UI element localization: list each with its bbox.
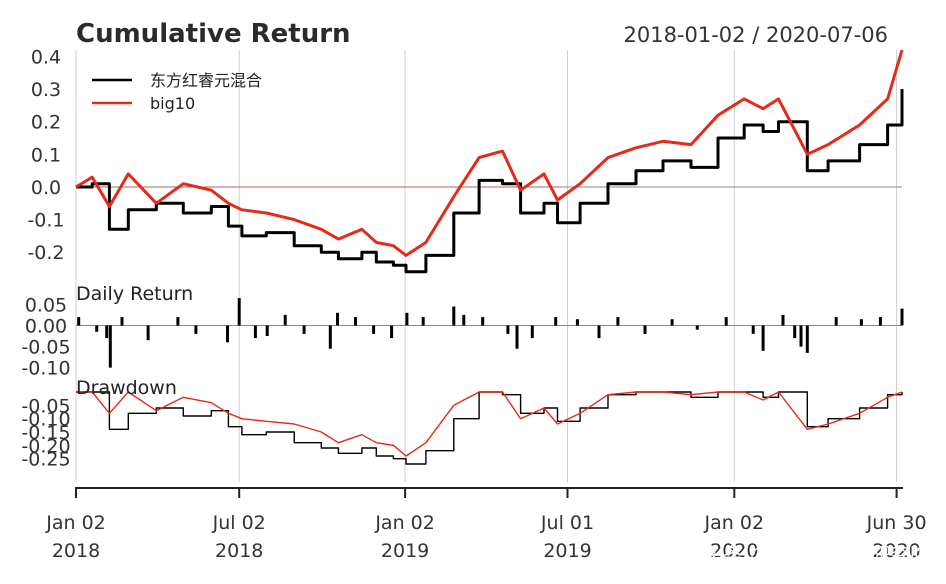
- legend-label-big10: big10: [150, 94, 195, 113]
- daily-return-bar: [194, 325, 198, 334]
- daily-return-bar: [900, 308, 904, 326]
- x-tick-label-5: Jun 30: [866, 512, 927, 534]
- daily-return-bar: [120, 317, 124, 326]
- chart-text: Cumulative Return 2018-01-02 / 2020-07-0…: [21, 19, 926, 562]
- x-tick-label-0: Jan 02: [45, 512, 106, 534]
- drawdown-y-tick-label: -0.05: [21, 395, 70, 417]
- x-tick-label-2: Jan 02: [374, 512, 435, 534]
- daily-return-bar: [354, 317, 357, 326]
- daily-return-bar: [226, 325, 229, 343]
- daily-return-bar: [108, 325, 112, 368]
- daily-return-bar: [793, 325, 797, 339]
- legend-label-fund: 东方红睿元混合: [150, 71, 262, 90]
- daily-return-bar: [77, 317, 81, 326]
- drawdown-series-line-1: [76, 391, 903, 457]
- drawdown-title: Drawdown: [76, 377, 177, 399]
- daily-return-bar: [176, 317, 180, 326]
- daily-return-bar: [695, 325, 699, 330]
- daily-return-bar: [643, 325, 647, 334]
- daily-return-bar: [859, 319, 863, 326]
- daily-y-tick-label: 0.00: [25, 316, 67, 338]
- daily-return-bar: [462, 314, 466, 326]
- daily-y-tick-label: -0.10: [21, 358, 70, 380]
- drawdown-y-tick-label: -0.15: [21, 422, 70, 444]
- daily-return-bar: [481, 317, 485, 326]
- grid-lines: [75, 50, 902, 498]
- cumulative-y-tick-label: -0.2: [27, 242, 64, 264]
- daily-return-bar: [515, 325, 519, 349]
- x-tick-label-1: Jul 02: [212, 512, 266, 534]
- daily-return-title: Daily Return: [76, 283, 193, 305]
- watermark: 头条 @猫头鹰基金研究院: [704, 543, 930, 567]
- daily-return-bar: [405, 312, 409, 326]
- cumulative-y-tick-label: 0.0: [31, 177, 61, 199]
- cumulative-y-tick-label: 0.2: [31, 112, 61, 134]
- daily-return-bar: [805, 325, 809, 353]
- daily-y-tick-label: 0.05: [25, 294, 67, 316]
- daily-return-bar: [878, 317, 882, 326]
- daily-return-bar: [372, 325, 376, 334]
- daily-return-bar: [336, 312, 339, 326]
- x-tick-year-1: 2018: [215, 540, 263, 562]
- cumulative-y-tick-label: 0.4: [31, 47, 61, 69]
- drawdown-y-tick-label: -0.20: [21, 435, 70, 457]
- watermark-text: 头条 @猫头鹰基金研究院: [704, 543, 930, 567]
- daily-return-bar: [105, 325, 109, 339]
- daily-return-bar: [283, 314, 287, 326]
- daily-return-bar: [95, 325, 99, 332]
- x-tick-year-0: 2018: [52, 540, 100, 562]
- date-range: 2018-01-02 / 2020-07-06: [623, 23, 888, 47]
- x-tick-label-4: Jan 02: [704, 512, 765, 534]
- cumulative-y-tick-label: 0.1: [31, 144, 61, 166]
- daily-return-bar: [328, 325, 332, 349]
- legend: 东方红睿元混合 big10: [92, 71, 262, 113]
- chart-title: Cumulative Return: [76, 19, 351, 49]
- x-tick-label-3: Jul 01: [540, 512, 594, 534]
- daily-return-bar: [751, 325, 755, 334]
- daily-return-bar: [530, 325, 534, 339]
- daily-return-bar: [253, 325, 257, 339]
- cumulative-series-line-0: [76, 89, 904, 274]
- x-tick-year-2: 2019: [381, 540, 429, 562]
- daily-return-bar: [597, 325, 601, 339]
- daily-return-bar: [506, 325, 510, 334]
- daily-return-bar: [265, 325, 269, 336]
- cumulative-series-line-1: [75, 49, 904, 257]
- daily-return-bar: [724, 317, 728, 326]
- daily-return-bar: [834, 317, 838, 326]
- x-tick-year-5: 2020: [872, 540, 920, 562]
- daily-return-bar: [302, 325, 306, 334]
- drawdown-series-line-0: [76, 391, 903, 465]
- daily-return-bar: [390, 325, 394, 339]
- x-tick-year-3: 2019: [543, 540, 591, 562]
- drawdown-y-tick-label: -0.10: [21, 409, 70, 431]
- daily-return-bar: [799, 325, 803, 347]
- cumulative-y-tick-label: 0.3: [31, 79, 61, 101]
- daily-return-bar: [554, 317, 558, 326]
- drawdown-y-tick-label: -0.25: [21, 449, 70, 471]
- daily-return-bar: [575, 319, 579, 326]
- daily-return-bar: [761, 325, 765, 351]
- daily-return-bar: [421, 317, 425, 326]
- x-tick-year-4: 2020: [710, 540, 758, 562]
- daily-return-bar: [616, 317, 620, 326]
- daily-return-bar: [670, 319, 674, 326]
- chart-marks: [75, 49, 904, 465]
- daily-return-bar: [237, 298, 241, 326]
- daily-return-bar: [146, 325, 150, 341]
- daily-return-bar: [781, 314, 785, 326]
- daily-return-bar: [452, 306, 456, 326]
- cumulative-y-tick-label: -0.1: [27, 210, 64, 232]
- daily-y-tick-label: -0.05: [21, 337, 70, 359]
